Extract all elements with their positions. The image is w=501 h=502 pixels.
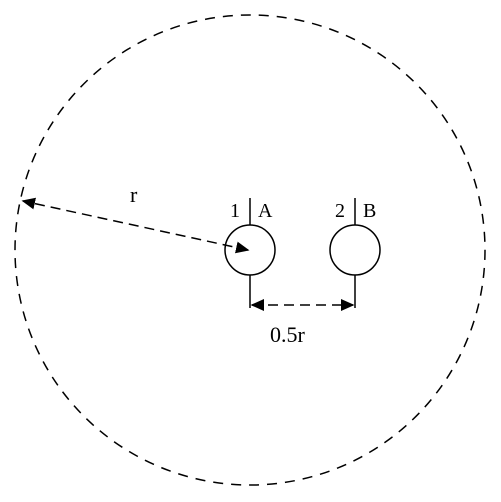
outer-dashed-circle	[15, 15, 485, 485]
label-distance: 0.5r	[270, 322, 305, 348]
label-1: 1	[230, 200, 240, 223]
radius-line	[23, 201, 248, 250]
circle-a	[225, 225, 275, 275]
label-a: A	[258, 200, 272, 223]
label-2: 2	[335, 200, 345, 223]
label-r: r	[130, 182, 137, 208]
label-b: B	[363, 200, 376, 223]
circle-b	[330, 225, 380, 275]
diagram-svg	[0, 0, 501, 502]
